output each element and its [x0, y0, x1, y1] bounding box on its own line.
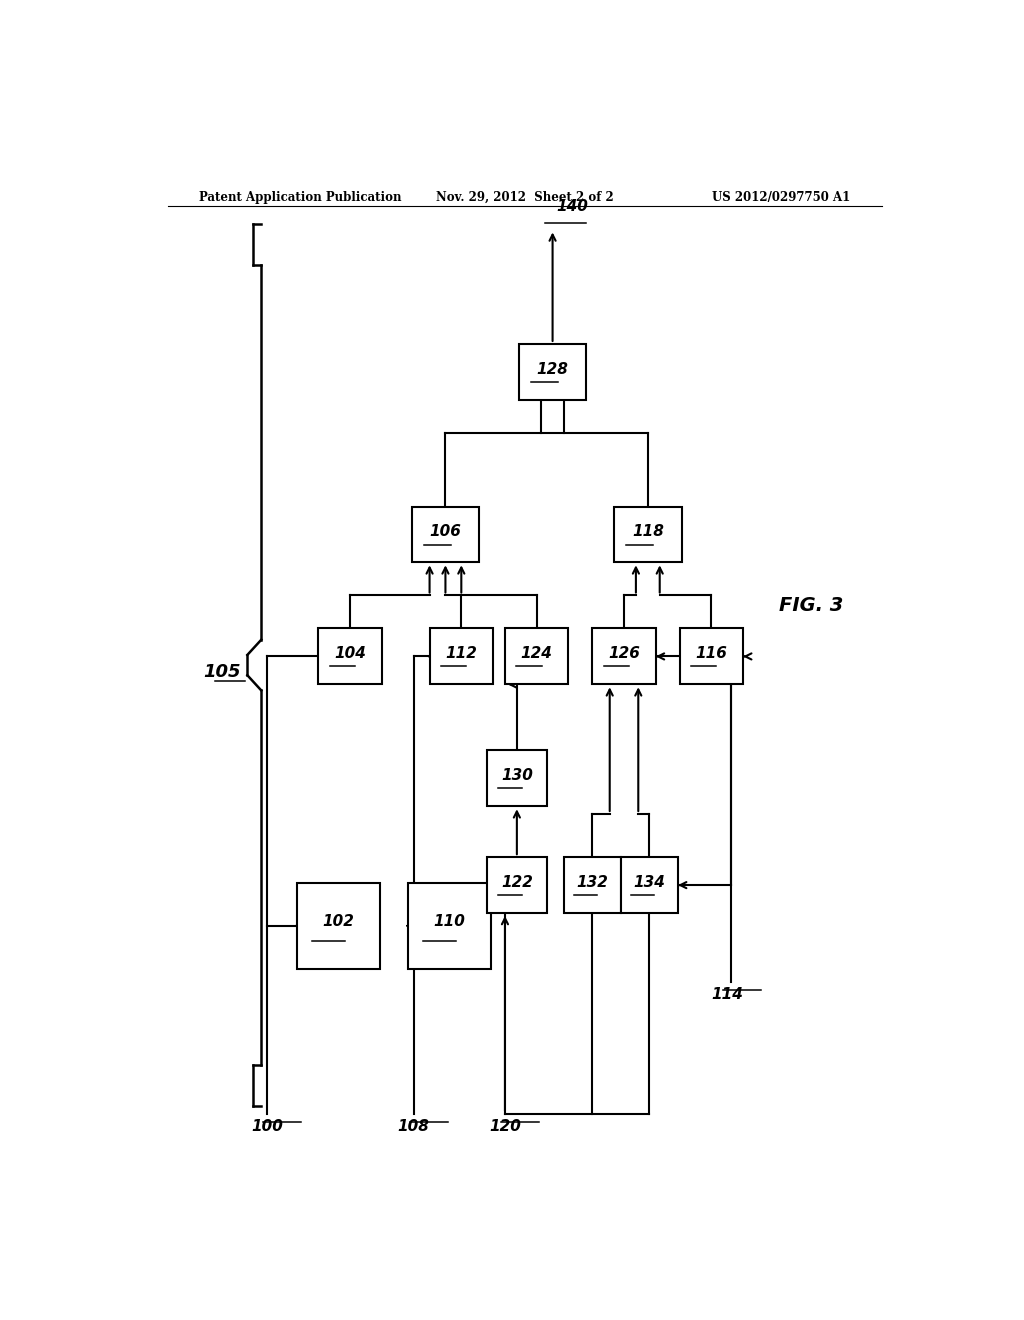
Text: 140: 140 — [557, 199, 589, 214]
Bar — [592, 628, 655, 684]
Bar — [430, 628, 494, 684]
Bar — [614, 507, 682, 562]
Bar — [519, 345, 587, 400]
Bar — [680, 628, 743, 684]
Text: 112: 112 — [445, 647, 477, 661]
Text: 108: 108 — [397, 1119, 430, 1134]
Text: US 2012/0297750 A1: US 2012/0297750 A1 — [712, 190, 850, 203]
Text: 105: 105 — [203, 663, 241, 681]
Text: 106: 106 — [429, 524, 462, 539]
Bar — [318, 628, 382, 684]
Bar — [621, 857, 678, 913]
Text: 110: 110 — [433, 913, 465, 929]
Text: 120: 120 — [489, 1119, 521, 1134]
Text: 102: 102 — [323, 913, 354, 929]
Text: 130: 130 — [501, 768, 532, 783]
Text: 116: 116 — [695, 647, 727, 661]
Text: 104: 104 — [334, 647, 367, 661]
Bar — [563, 857, 621, 913]
Bar — [487, 857, 547, 913]
Text: 118: 118 — [632, 524, 664, 539]
Bar — [408, 883, 492, 969]
Text: Nov. 29, 2012  Sheet 2 of 2: Nov. 29, 2012 Sheet 2 of 2 — [436, 190, 613, 203]
Text: 122: 122 — [501, 875, 532, 890]
Text: 132: 132 — [577, 875, 608, 890]
Text: FIG. 3: FIG. 3 — [778, 597, 843, 615]
Text: 128: 128 — [537, 362, 568, 376]
Text: 126: 126 — [608, 647, 640, 661]
Text: 134: 134 — [634, 875, 666, 890]
Bar — [297, 883, 380, 969]
Text: 124: 124 — [521, 647, 553, 661]
Bar — [487, 751, 547, 807]
Bar — [412, 507, 479, 562]
Text: Patent Application Publication: Patent Application Publication — [200, 190, 402, 203]
Text: 114: 114 — [712, 987, 743, 1002]
Text: 100: 100 — [251, 1119, 283, 1134]
Bar — [505, 628, 568, 684]
